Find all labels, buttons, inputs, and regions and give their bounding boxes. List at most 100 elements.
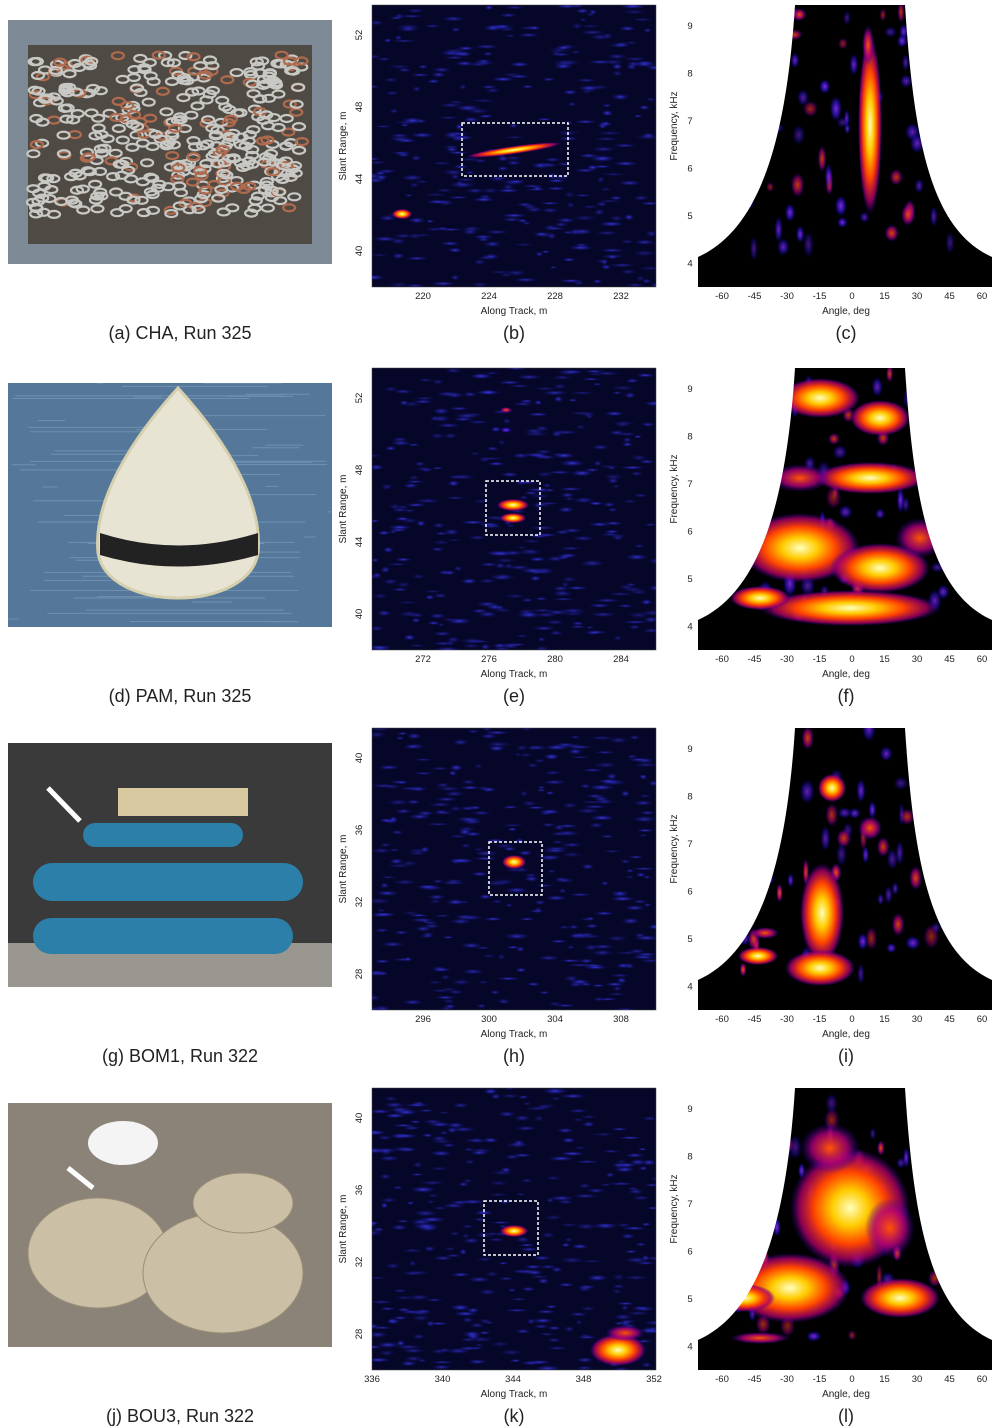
speckle	[459, 843, 472, 849]
speckle	[590, 1132, 616, 1137]
speckle	[402, 482, 419, 489]
speckle	[515, 1192, 527, 1197]
response	[800, 863, 844, 963]
speckle	[606, 43, 630, 48]
speckle	[422, 589, 443, 594]
speckle	[417, 1108, 435, 1113]
speckle	[891, 881, 899, 896]
speckle	[557, 888, 567, 894]
speckle	[635, 373, 656, 378]
speckle	[891, 912, 905, 937]
chain-link	[274, 50, 289, 60]
speckle	[560, 1242, 571, 1248]
speckle	[372, 1130, 387, 1135]
speckle	[497, 439, 507, 446]
speckle	[862, 845, 870, 864]
speckle	[580, 768, 605, 772]
speckle	[504, 1088, 516, 1091]
y-axis-label: Slant Range, m	[338, 835, 349, 904]
speckle	[449, 473, 477, 480]
speckle	[526, 1318, 536, 1325]
speckle	[372, 157, 382, 161]
chain-link	[108, 187, 124, 197]
speckle	[469, 1322, 485, 1329]
speckle	[384, 90, 400, 96]
speckle	[647, 557, 656, 565]
speckle	[534, 906, 543, 914]
chain-link	[282, 99, 297, 109]
speckle	[541, 779, 567, 785]
speckle	[610, 1127, 629, 1131]
speckle	[612, 634, 623, 642]
speckle	[383, 38, 393, 43]
speckle	[526, 806, 547, 810]
chain-link	[273, 196, 288, 206]
speckle	[448, 770, 458, 776]
response	[770, 464, 830, 492]
chain-link	[94, 191, 109, 201]
echo	[500, 513, 526, 523]
speckle	[495, 976, 522, 981]
speckle	[625, 378, 640, 384]
speckle	[460, 1224, 475, 1229]
speckle	[433, 914, 452, 918]
arrow	[46, 786, 82, 823]
speckle	[613, 1313, 633, 1321]
speckle	[372, 897, 393, 905]
speckle	[449, 1304, 472, 1311]
speckle	[466, 1359, 489, 1365]
speckle	[407, 216, 427, 224]
speckle	[550, 59, 577, 67]
speckle	[461, 228, 478, 235]
chain-link	[266, 112, 281, 123]
x-tick-label: 308	[613, 1014, 629, 1025]
speckle	[630, 867, 656, 871]
speckle	[563, 1325, 575, 1333]
chain-link	[121, 165, 136, 175]
speckle	[538, 808, 562, 815]
x-tick-label: -15	[813, 1374, 827, 1385]
speckle	[444, 1246, 457, 1251]
chain-link	[205, 123, 220, 133]
speckle	[372, 1331, 389, 1339]
speckle	[374, 959, 391, 964]
speckle	[442, 528, 461, 536]
speckle	[574, 242, 590, 248]
speckle	[409, 132, 436, 138]
speckle	[624, 1152, 646, 1158]
speckle	[417, 64, 429, 69]
speckle	[517, 849, 533, 856]
speckle	[431, 965, 448, 973]
speckle	[497, 1276, 515, 1281]
chain-link	[160, 58, 175, 68]
x-axis-label: Along Track, m	[481, 1029, 548, 1040]
chain-link	[178, 162, 193, 172]
speckle	[516, 546, 528, 550]
x-tick-label: 30	[912, 1014, 923, 1025]
speckle	[372, 1109, 393, 1114]
y-axis-label: Slant Range, m	[338, 112, 349, 181]
y-axis-label: Frequency, kHz	[669, 91, 680, 160]
frame	[371, 367, 657, 651]
x-tick-label: -15	[813, 291, 827, 302]
chain-link	[29, 203, 44, 214]
echo	[500, 427, 512, 433]
speckle	[828, 432, 840, 445]
speckle	[466, 62, 490, 67]
speckle	[428, 612, 447, 620]
speckle	[534, 449, 553, 454]
speckle	[388, 133, 411, 139]
speckle	[473, 847, 484, 852]
speckle	[461, 1237, 481, 1244]
speckle	[914, 178, 924, 194]
speckle	[446, 151, 469, 155]
photo	[8, 383, 332, 627]
speckle	[508, 123, 519, 129]
chain-link	[84, 108, 99, 118]
speckle	[443, 132, 462, 139]
y-tick-label: 6	[687, 164, 692, 175]
speckle	[408, 1260, 417, 1267]
chain-link	[137, 63, 152, 73]
speckle	[611, 484, 621, 489]
speckle	[587, 59, 613, 65]
